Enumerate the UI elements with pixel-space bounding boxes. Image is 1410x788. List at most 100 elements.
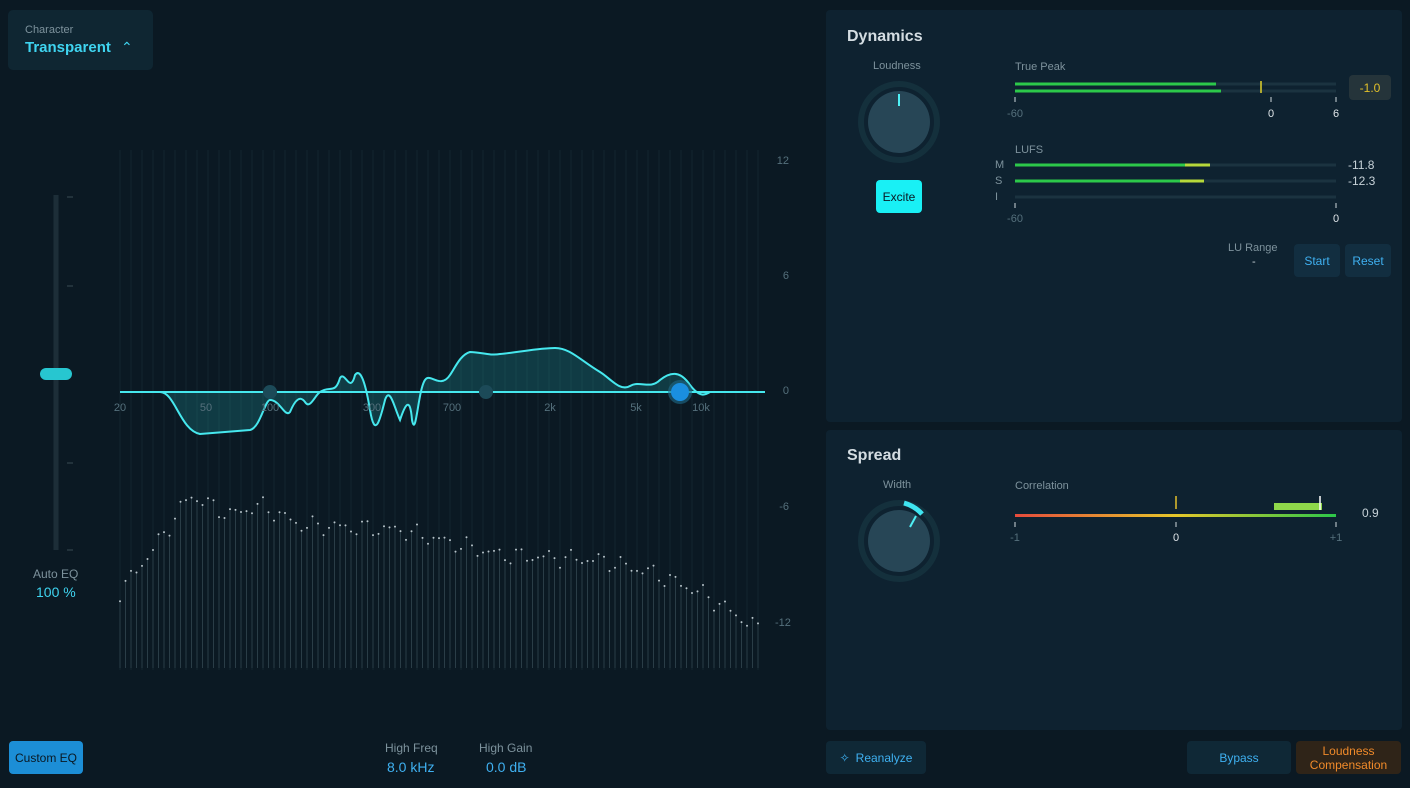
spread-title: Spread xyxy=(847,447,902,464)
width-knob[interactable] xyxy=(868,510,930,572)
spectrum-dot xyxy=(383,525,385,528)
gain-label: 6 xyxy=(782,270,789,282)
eq-node[interactable] xyxy=(479,385,493,399)
spectrum-dot xyxy=(432,536,435,539)
spread-panel xyxy=(826,430,1402,730)
spectrum-dot xyxy=(575,558,578,561)
spectrum-dot xyxy=(234,508,237,511)
spectrum-dot xyxy=(487,550,490,553)
spectrum-dot xyxy=(350,530,352,533)
correlation-meter xyxy=(1015,496,1336,517)
spectrum-dot xyxy=(625,562,627,565)
spectrum-dot xyxy=(141,564,143,567)
auto-eq-label: Auto EQ xyxy=(33,567,79,581)
freq-label: 100 xyxy=(260,402,280,414)
spectrum-dot xyxy=(245,510,248,513)
spectrum-dot xyxy=(718,602,721,605)
character-label: Character xyxy=(25,24,74,36)
spectrum-dot xyxy=(504,559,506,562)
gain-label: -6 xyxy=(779,501,789,513)
spectrum-dot xyxy=(685,587,688,590)
spectrum-dot xyxy=(130,569,132,572)
loudness-compensation-button[interactable]: Loudness Compensation xyxy=(1296,741,1401,774)
spectrum-dot xyxy=(641,572,644,575)
spectrum-dot xyxy=(515,548,517,551)
spectrum-dot xyxy=(212,499,215,502)
lufs-row-label: S xyxy=(995,175,1003,187)
spectrum-dot xyxy=(608,570,611,573)
wand-icon: ✧ xyxy=(839,750,850,765)
freq-label: 700 xyxy=(442,402,462,414)
eq-node[interactable] xyxy=(671,383,689,401)
excite-button[interactable]: Excite xyxy=(876,180,922,213)
spectrum-dot xyxy=(355,533,358,536)
spectrum-dot xyxy=(333,521,336,524)
reanalyze-button[interactable]: ✧ Reanalyze xyxy=(826,741,926,774)
spectrum-dot xyxy=(559,566,561,569)
auto-eq-thumb[interactable] xyxy=(40,368,72,380)
high-freq-label: High Freq xyxy=(385,741,438,755)
spectrum-dot xyxy=(394,525,396,528)
spectrum-dot xyxy=(542,555,545,558)
spectrum-dot xyxy=(300,529,303,532)
bypass-button[interactable]: Bypass xyxy=(1187,741,1291,774)
correlation-value: 0.9 xyxy=(1362,506,1379,520)
spectrum-dot xyxy=(592,559,594,562)
spectrum-dot xyxy=(218,516,220,519)
spectrum-dot xyxy=(146,557,149,560)
spectrum-dot xyxy=(680,584,682,587)
high-freq-value: 8.0 kHz xyxy=(387,759,435,775)
lufs-label: LUFS xyxy=(1015,144,1044,156)
freq-label: 20 xyxy=(113,402,127,414)
spectrum-dot xyxy=(619,555,622,558)
spectrum-dot xyxy=(284,511,286,514)
spectrum-dot xyxy=(289,518,292,521)
spectrum-dot xyxy=(311,515,314,518)
scale-label: 0 xyxy=(1172,532,1180,544)
spectrum-dot xyxy=(179,500,182,503)
spectrum-dot xyxy=(707,596,710,599)
custom-eq-button[interactable]: Custom EQ xyxy=(9,741,83,774)
spectrum-dot xyxy=(548,549,550,552)
spectrum-dot xyxy=(163,531,165,534)
freq-label: 300 xyxy=(362,402,382,414)
spectrum-dot xyxy=(652,564,655,567)
spectrum-dot xyxy=(223,517,226,520)
dynamics-panel xyxy=(826,10,1402,422)
spectrum-dot xyxy=(124,579,127,582)
lu-range-value: - xyxy=(1252,256,1256,268)
spectrum-dot xyxy=(273,519,275,522)
character-value[interactable]: Transparent xyxy=(25,39,111,56)
spectrum-dot xyxy=(498,548,501,551)
start-button[interactable]: Start xyxy=(1294,244,1340,277)
eq-node[interactable] xyxy=(263,385,277,399)
spectrum-dot xyxy=(410,530,413,533)
spectrum-dot xyxy=(663,584,666,587)
spectrum-dot xyxy=(647,567,649,570)
true-peak-value: -1.0 xyxy=(1359,81,1381,95)
spectrum-dot xyxy=(564,556,567,559)
spectrum-dot xyxy=(658,579,660,582)
high-gain-label: High Gain xyxy=(479,741,533,755)
lufs-meter xyxy=(1015,163,1336,199)
spectrum-dot xyxy=(377,532,380,535)
loudness-knob[interactable] xyxy=(868,91,930,153)
spectrum-dot xyxy=(597,553,600,556)
lufs-row-value: -11.8 xyxy=(1348,158,1375,172)
spectrum-dot xyxy=(328,526,330,529)
spectrum-dot xyxy=(416,523,418,526)
freq-label: 50 xyxy=(199,402,213,414)
spectrum-dot xyxy=(427,542,429,545)
freq-label: 10k xyxy=(692,402,710,414)
spectrum-dot xyxy=(465,536,468,539)
spectrum-dot xyxy=(537,556,539,559)
spectrum-dot xyxy=(674,575,677,578)
spectrum-dot xyxy=(746,624,748,627)
reanalyze-label: Reanalyze xyxy=(855,750,913,765)
spectrum-dot xyxy=(570,548,572,551)
spectrum-dot xyxy=(603,555,605,558)
reset-button[interactable]: Reset xyxy=(1345,244,1391,277)
spectrum-dot xyxy=(322,534,325,537)
spectrum-dot xyxy=(702,584,704,587)
lufs-row-label: I xyxy=(995,191,999,203)
